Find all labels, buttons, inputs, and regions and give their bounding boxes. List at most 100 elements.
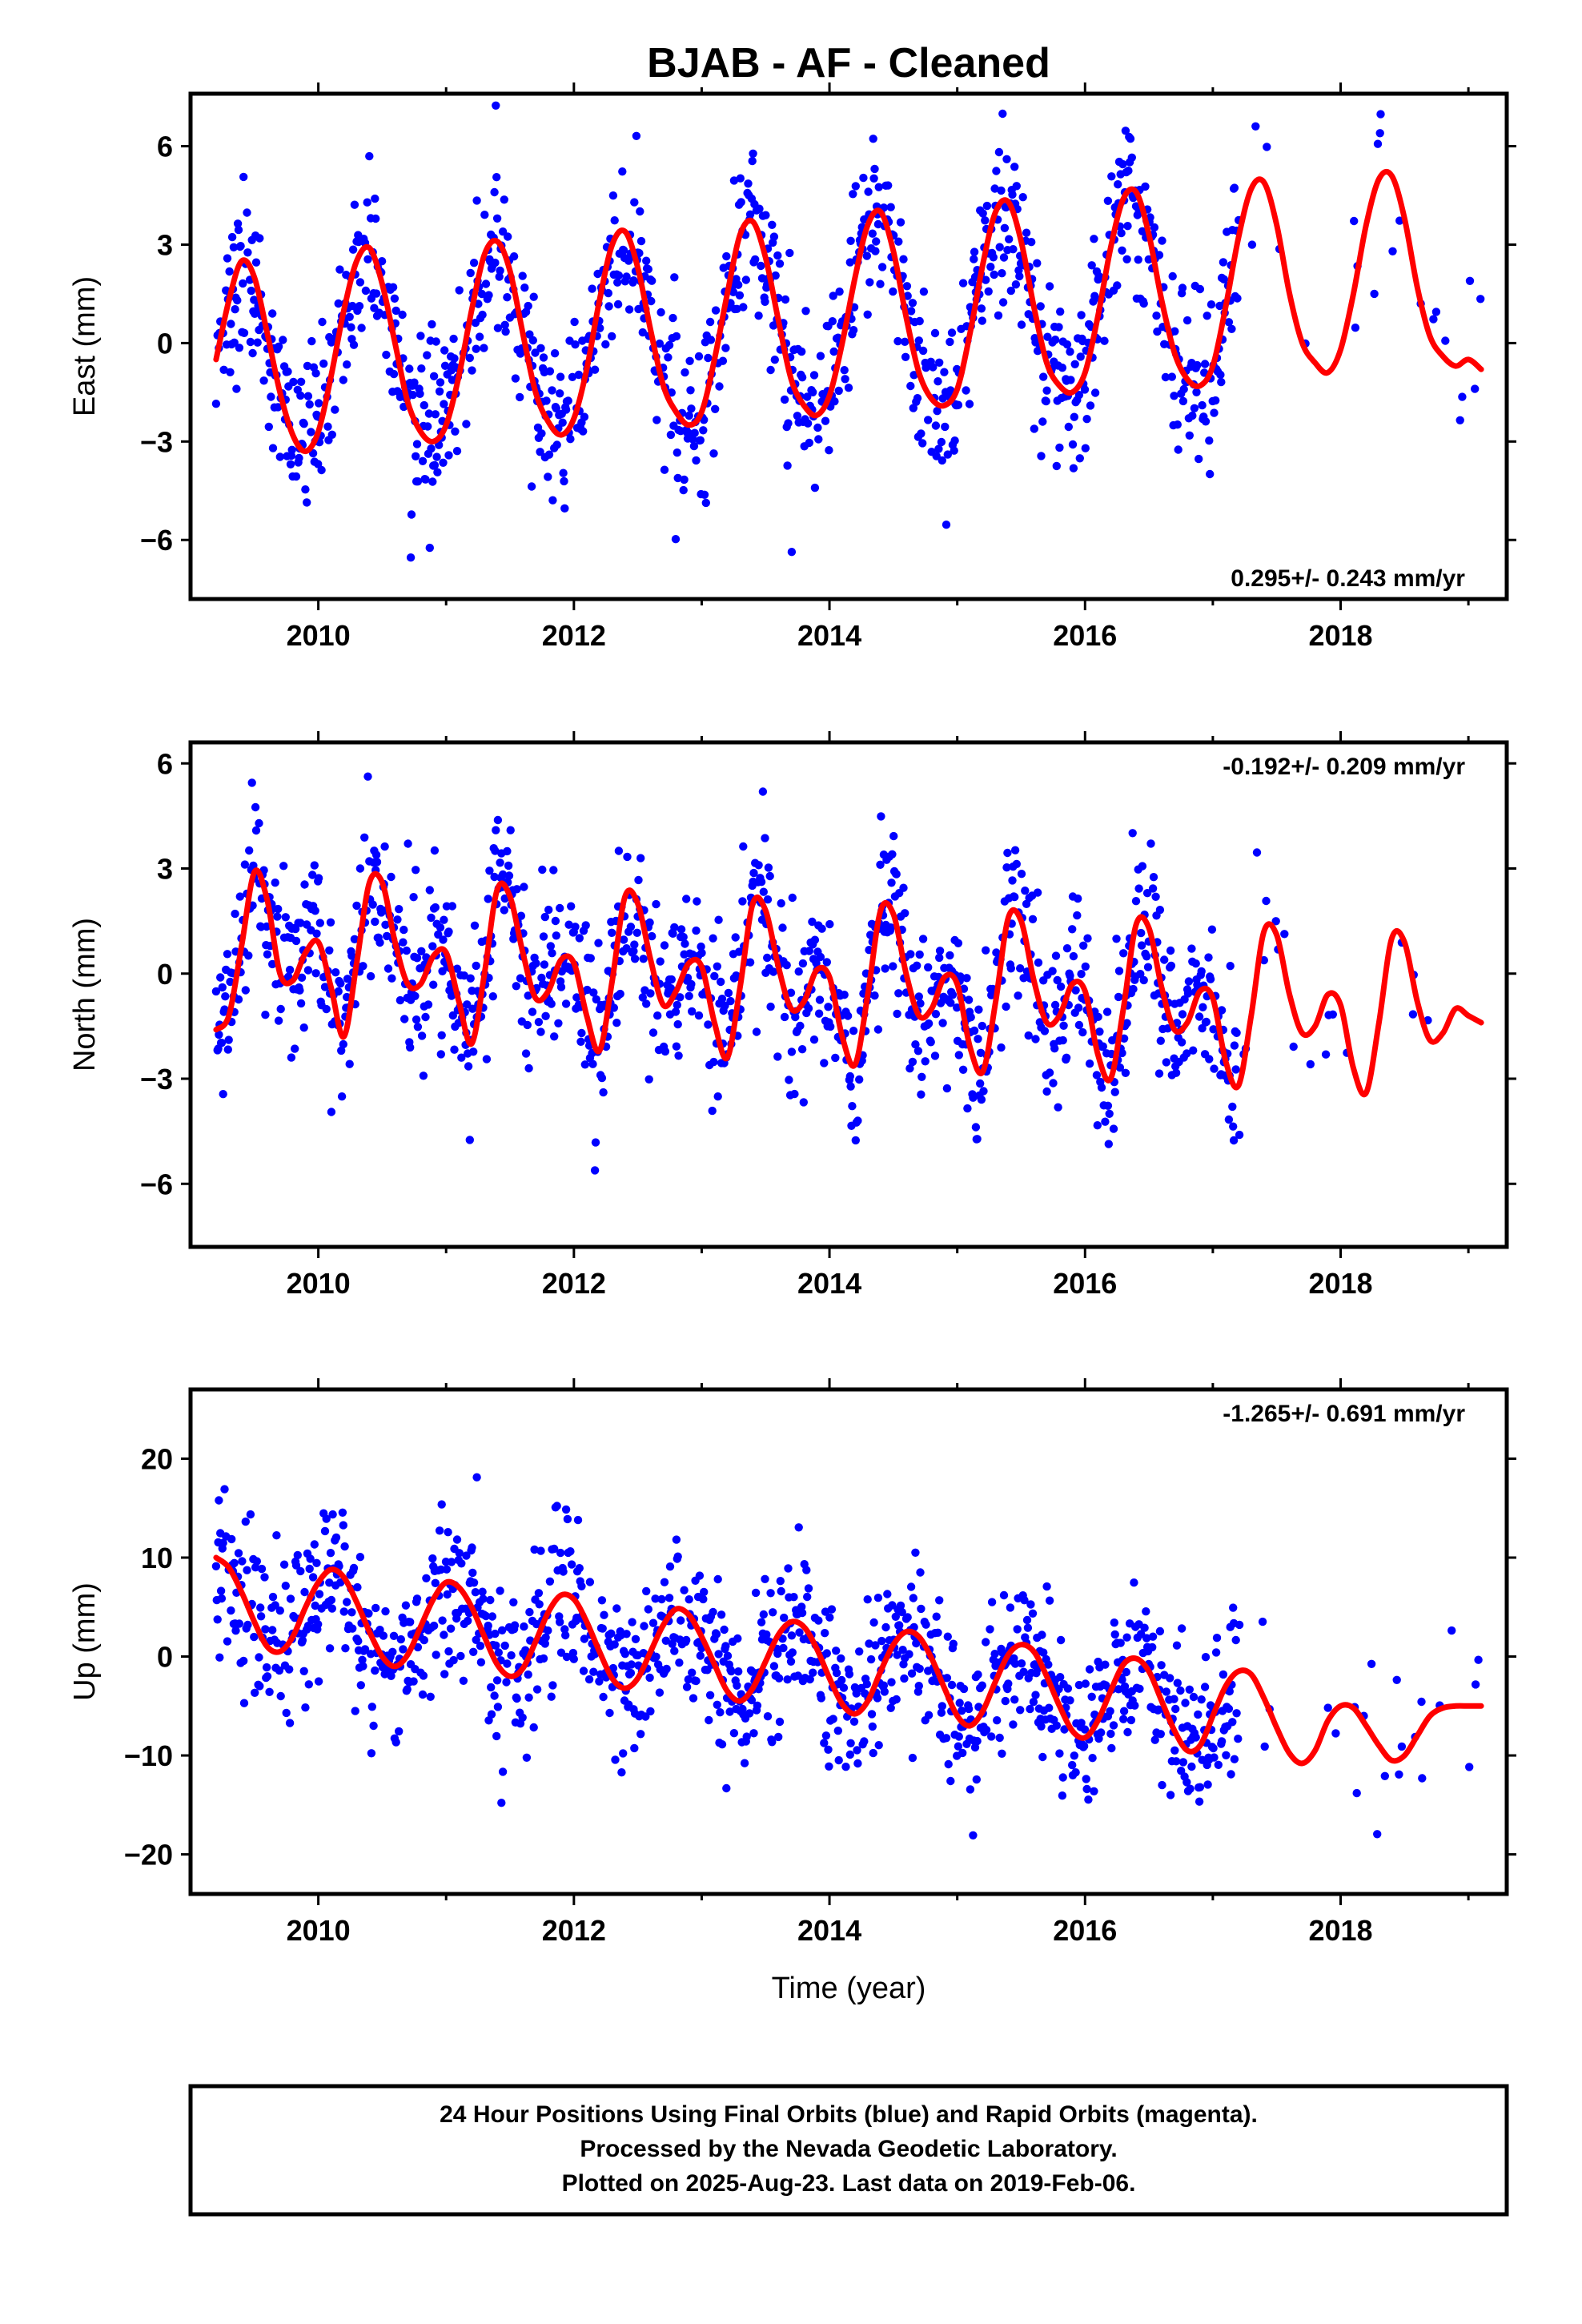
data-point bbox=[891, 1612, 901, 1622]
data-point bbox=[452, 1535, 462, 1544]
data-point bbox=[335, 265, 344, 274]
data-point bbox=[1037, 1722, 1046, 1731]
data-point bbox=[935, 358, 944, 367]
data-point bbox=[437, 1500, 446, 1509]
data-point bbox=[468, 1568, 477, 1578]
data-point bbox=[1350, 216, 1359, 226]
data-point bbox=[639, 955, 648, 963]
data-point bbox=[481, 1611, 491, 1621]
data-point bbox=[1009, 245, 1018, 254]
data-point bbox=[427, 444, 436, 453]
data-point bbox=[1194, 1710, 1203, 1719]
data-point bbox=[955, 1699, 964, 1707]
data-point bbox=[844, 384, 853, 392]
data-point bbox=[886, 923, 895, 932]
data-point bbox=[1014, 991, 1022, 1000]
data-point bbox=[777, 1586, 785, 1596]
data-point bbox=[942, 1674, 952, 1683]
data-point bbox=[934, 1628, 942, 1638]
data-point bbox=[299, 1667, 308, 1675]
data-point bbox=[359, 962, 367, 971]
data-point bbox=[493, 815, 503, 825]
data-point bbox=[1062, 340, 1072, 349]
data-point bbox=[937, 1708, 946, 1717]
data-point bbox=[492, 173, 501, 182]
data-point bbox=[348, 245, 358, 254]
data-point bbox=[1217, 377, 1226, 387]
data-point bbox=[829, 292, 837, 300]
data-point bbox=[1217, 1737, 1227, 1746]
data-point bbox=[1110, 1630, 1119, 1639]
data-point bbox=[986, 263, 995, 271]
data-point bbox=[938, 1019, 947, 1027]
data-point bbox=[492, 1641, 500, 1650]
data-point bbox=[416, 389, 424, 398]
data-point bbox=[425, 886, 434, 895]
data-point bbox=[1068, 1760, 1077, 1770]
data-point bbox=[660, 941, 669, 950]
data-point bbox=[223, 1637, 232, 1646]
data-point bbox=[426, 1692, 435, 1701]
data-point bbox=[1431, 308, 1441, 316]
data-point bbox=[436, 923, 445, 932]
data-point bbox=[239, 328, 249, 337]
data-point bbox=[787, 1047, 797, 1056]
data-point bbox=[860, 1737, 869, 1746]
data-point bbox=[287, 445, 296, 454]
data-point bbox=[915, 316, 924, 326]
data-point bbox=[665, 340, 674, 350]
data-point bbox=[1112, 935, 1121, 943]
data-point bbox=[809, 1668, 817, 1677]
data-point bbox=[1172, 1641, 1182, 1650]
data-point bbox=[296, 919, 305, 927]
data-point bbox=[797, 1602, 806, 1611]
data-point bbox=[769, 1608, 777, 1617]
data-point bbox=[1211, 1648, 1221, 1657]
data-point bbox=[917, 1604, 926, 1614]
data-point bbox=[809, 1035, 819, 1044]
data-point bbox=[670, 1647, 679, 1655]
data-point bbox=[490, 872, 499, 882]
data-point bbox=[966, 1785, 975, 1794]
data-point bbox=[250, 296, 259, 304]
data-point bbox=[906, 1582, 916, 1591]
data-point bbox=[403, 1685, 412, 1694]
data-point bbox=[387, 1671, 396, 1680]
data-point bbox=[934, 377, 942, 386]
data-point bbox=[700, 1587, 709, 1597]
data-point bbox=[367, 1703, 376, 1711]
data-point bbox=[231, 909, 239, 919]
data-point bbox=[1009, 1720, 1018, 1729]
data-point bbox=[440, 1630, 448, 1639]
data-point bbox=[1101, 1660, 1110, 1669]
data-point bbox=[247, 778, 256, 787]
data-point bbox=[657, 1594, 666, 1604]
data-point bbox=[377, 257, 387, 266]
data-point bbox=[452, 447, 462, 456]
data-point bbox=[1033, 888, 1042, 897]
data-point bbox=[733, 304, 741, 313]
data-point bbox=[303, 498, 311, 507]
data-point bbox=[648, 1028, 658, 1037]
data-point bbox=[1177, 1624, 1186, 1633]
y-tick-label: 0 bbox=[157, 1641, 173, 1674]
data-point bbox=[379, 1631, 388, 1640]
data-point bbox=[502, 1678, 511, 1687]
data-point bbox=[781, 295, 790, 304]
y-axis-label: East (mm) bbox=[68, 276, 102, 416]
data-point bbox=[1190, 404, 1199, 412]
data-point bbox=[472, 1635, 480, 1644]
data-point bbox=[1146, 839, 1155, 848]
data-point bbox=[500, 320, 509, 329]
data-point bbox=[671, 535, 681, 544]
data-point bbox=[630, 940, 639, 949]
data-point bbox=[1123, 222, 1132, 231]
data-point bbox=[636, 854, 645, 862]
y-tick-label: −6 bbox=[140, 1168, 173, 1200]
data-point bbox=[711, 404, 720, 413]
data-point bbox=[1094, 1012, 1102, 1022]
data-point bbox=[444, 1647, 453, 1656]
data-point bbox=[713, 962, 721, 971]
data-point bbox=[1080, 1725, 1090, 1734]
data-point bbox=[943, 1632, 953, 1641]
